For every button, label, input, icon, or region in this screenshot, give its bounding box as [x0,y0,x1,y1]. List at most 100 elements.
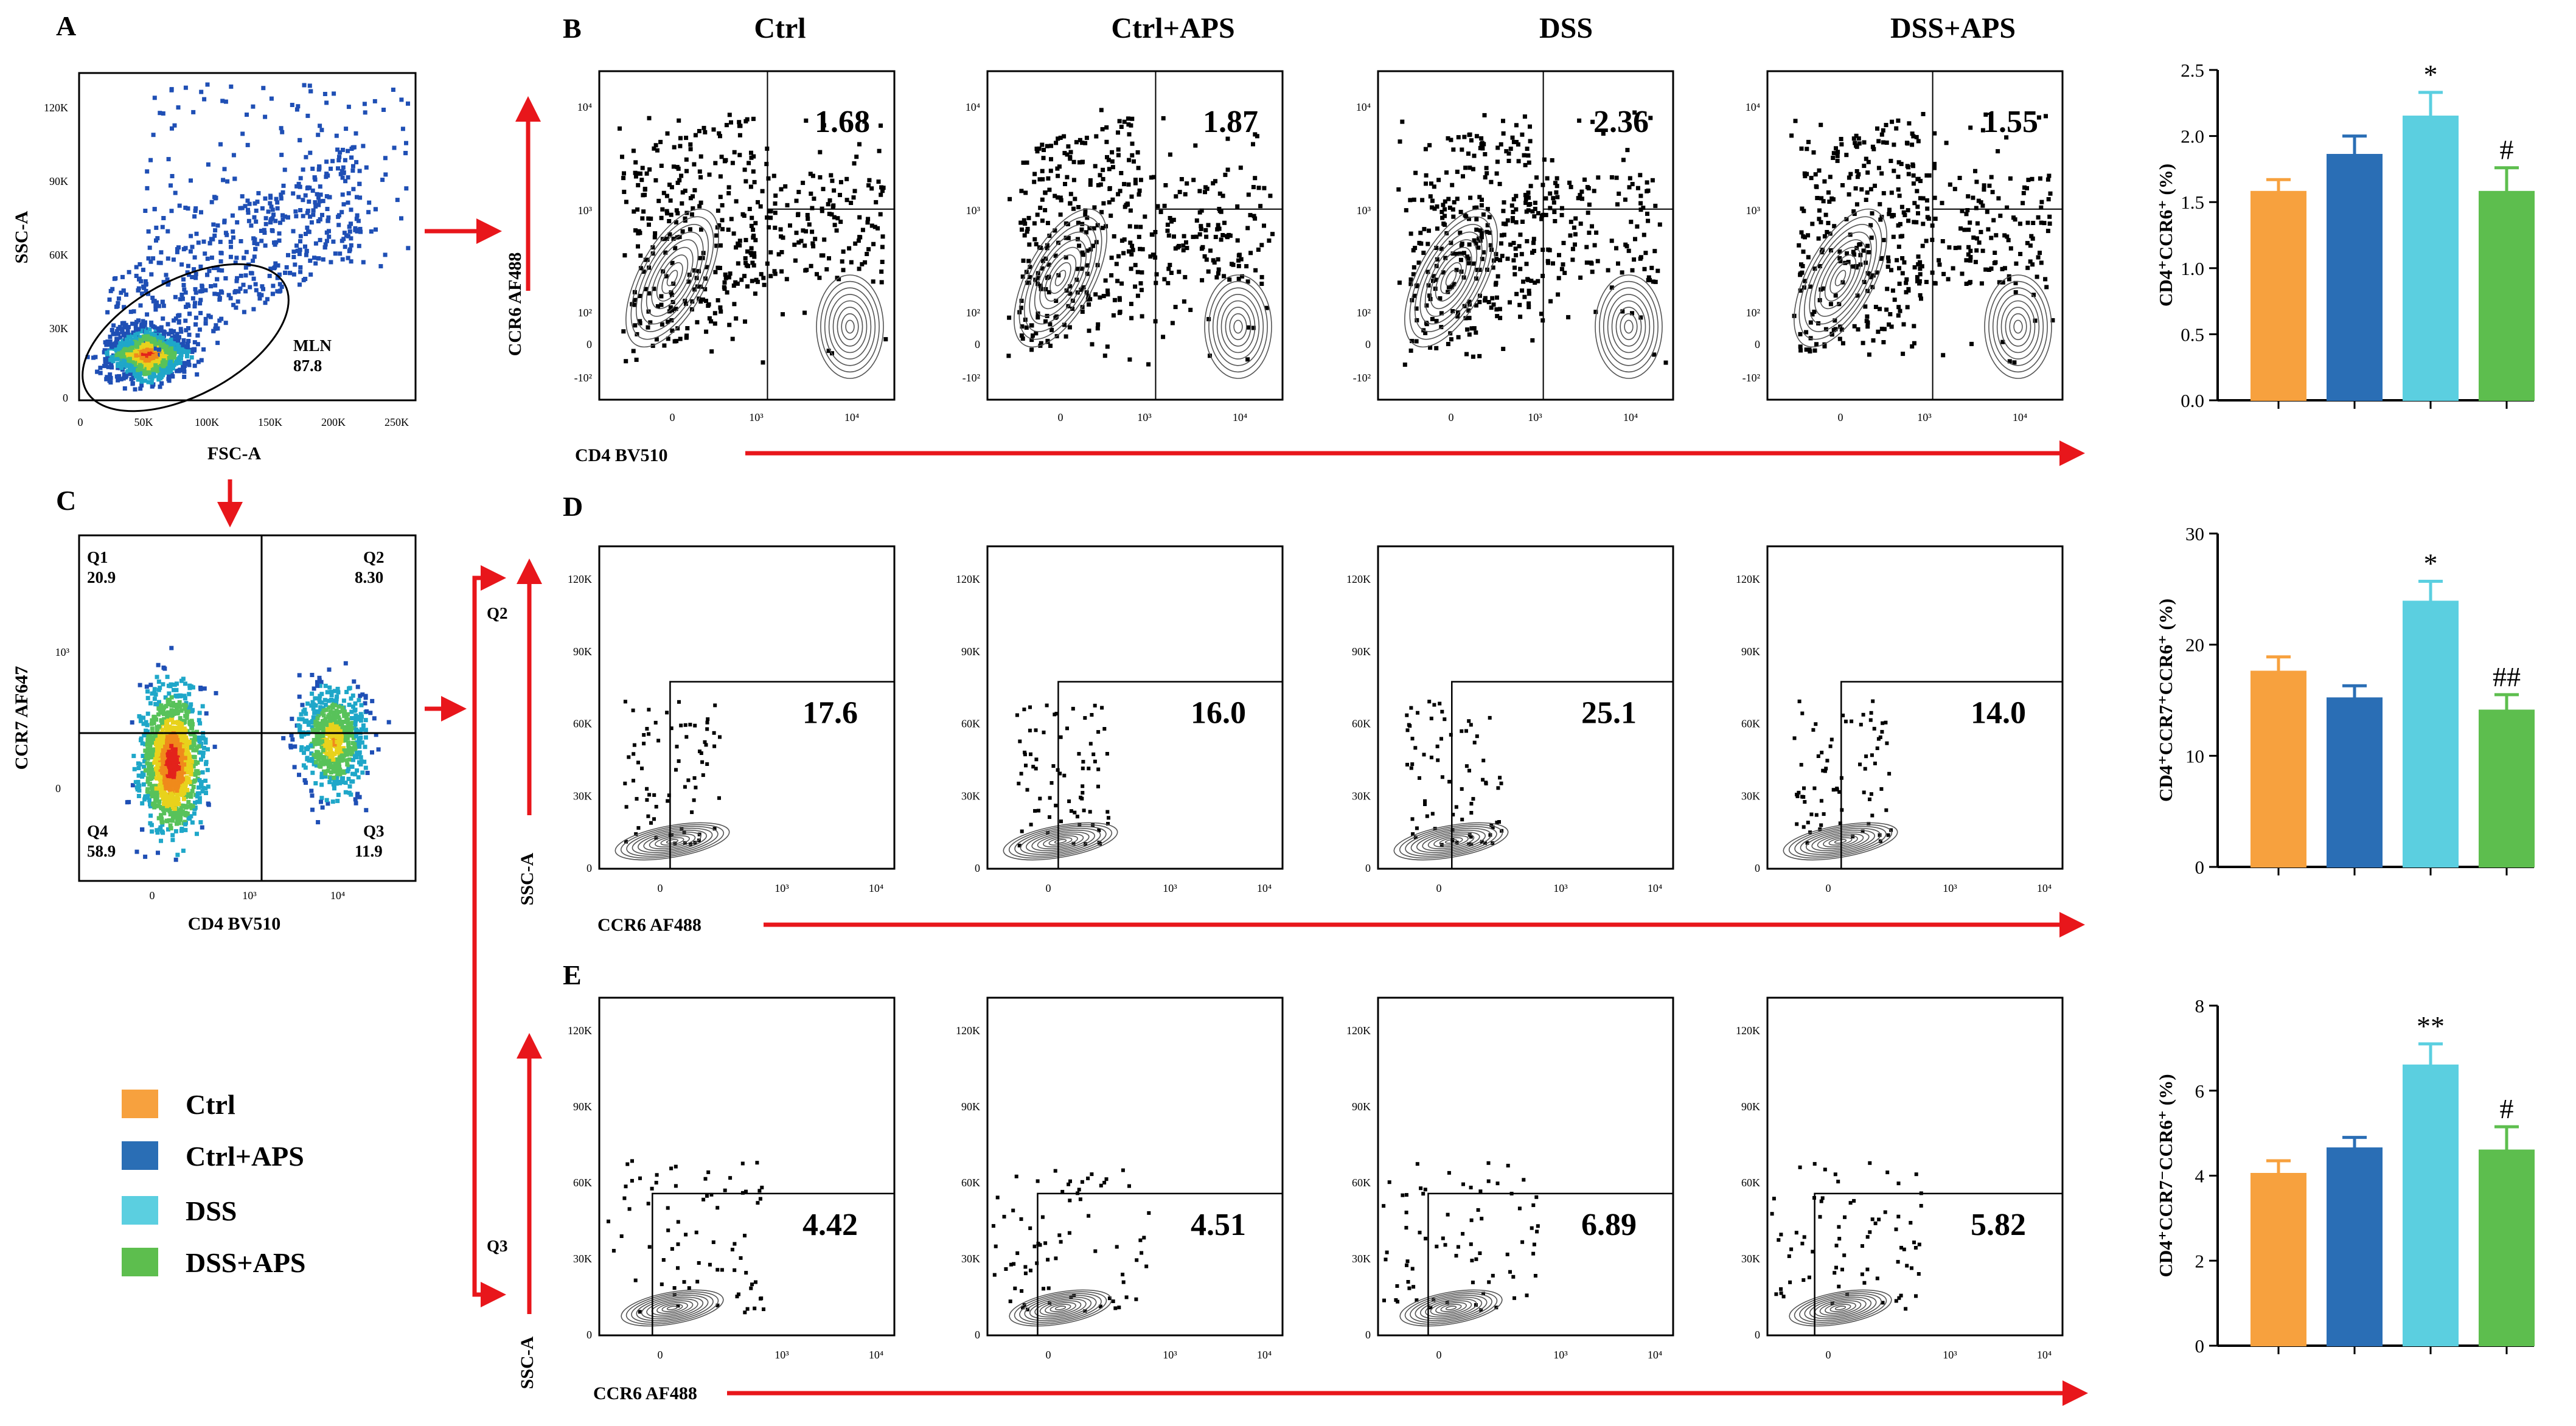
panel-b-event [678,336,683,341]
panel-b-event [860,228,865,232]
panel-a-event [154,238,158,243]
panel-b-event [1432,206,1437,211]
panel-b-event [1533,280,1537,285]
panel-b-event [720,227,725,232]
panel-b-event [881,186,886,190]
panel-c-event [155,702,160,707]
panel-a-event [183,206,188,210]
panel-a-event [133,387,138,392]
panel-b-event [1554,184,1559,189]
panel-b-event [1199,226,1203,231]
panel-b-event [1397,280,1402,285]
panel-c-event [132,767,137,771]
panel-a-event [327,234,332,239]
panel-b-event [1034,147,1039,151]
panel-a-event [277,238,282,243]
panel-c-event [170,757,174,762]
panel-c-event [353,754,357,759]
panel-b-event [852,189,857,193]
panel-b-event [863,260,868,265]
panel-c-event [198,721,203,726]
panel-b-contour [1220,300,1256,353]
panel-c-event [170,769,175,774]
panel-b-event [1191,178,1196,183]
panel-c-event [318,683,322,688]
panel-b-event [680,201,684,206]
panel-a-event [130,364,134,369]
panel-c-event [183,728,188,733]
panel-b-event [618,126,622,131]
panel-b-event [1511,258,1516,263]
panel-b-event [1056,136,1060,141]
panel-c-event [165,739,170,744]
panel-b-event [1426,270,1430,274]
panel-c-event [319,732,324,737]
panel-b-event [641,193,646,198]
panel-a-event [355,195,359,200]
panel-b-contour [1212,287,1264,366]
panel-a-event [336,223,341,228]
panel-c-event [187,692,192,697]
panel-c-event [316,756,321,761]
panel-a-event [215,326,220,331]
panel-a-event [246,210,251,215]
panel-b-event [1083,212,1088,217]
panel-a-event [383,172,388,177]
panel-c-event [166,760,171,765]
panel-a-event [214,323,218,328]
panel-b-event [1455,314,1460,319]
panel-a-event [120,353,125,357]
panel-c-event [156,724,161,729]
panel-c-event [150,748,155,753]
panel-c-event [150,788,155,793]
panel-a-event [139,343,144,347]
panel-b-event [1525,239,1530,243]
panel-a-event [134,274,139,278]
panel-label-e: E [563,959,582,990]
panel-c-event [145,741,150,746]
panel-a-event [118,335,123,340]
panel-b-event [736,261,740,266]
panel-a-event [170,374,175,379]
panel-c-event [169,645,174,650]
panel-a-event [193,315,198,320]
panel-a-event [206,162,211,167]
panel-c-event [150,794,155,799]
panel-b-event [1107,167,1112,172]
panel-a-event [353,131,358,136]
panel-b-event [1058,195,1063,200]
legend-label-ctrl-aps: Ctrl+APS [186,1141,304,1172]
panel-a-event [148,370,153,375]
panel-c-event [190,708,195,712]
panel-b-xtick: 0 [1058,411,1063,423]
panel-b-event [829,173,834,178]
panel-a-event [277,231,282,236]
panel-a-xtick: 150K [258,416,282,428]
panel-b-event [1027,242,1032,247]
panel-b-event [648,320,653,325]
panel-b-event [1081,159,1085,164]
panel-a-event [304,155,308,159]
panel-b-event [718,134,722,139]
panel-a-event [253,282,258,287]
panel-a-event [130,341,134,346]
panel-a-event [253,246,258,251]
panel-c-event [159,788,164,793]
panel-a-event [190,245,195,249]
panel-a-event [341,165,346,170]
panel-a-event [346,191,351,196]
panel-c-event [140,774,145,779]
panel-c-event [174,790,179,795]
panel-c-event [368,711,373,715]
panel-b-event [1443,256,1448,260]
panel-c-event [154,740,158,745]
panel-b-event [1036,315,1040,320]
panel-label-d: D [563,491,583,522]
panel-b-event [1213,235,1218,239]
panel-a-event [276,275,280,280]
panel-b-event [1112,234,1116,238]
panel-a-event [231,235,235,240]
panel-b-event [734,245,739,250]
panel-c-event [168,804,173,809]
panel-b-event [1251,214,1256,218]
